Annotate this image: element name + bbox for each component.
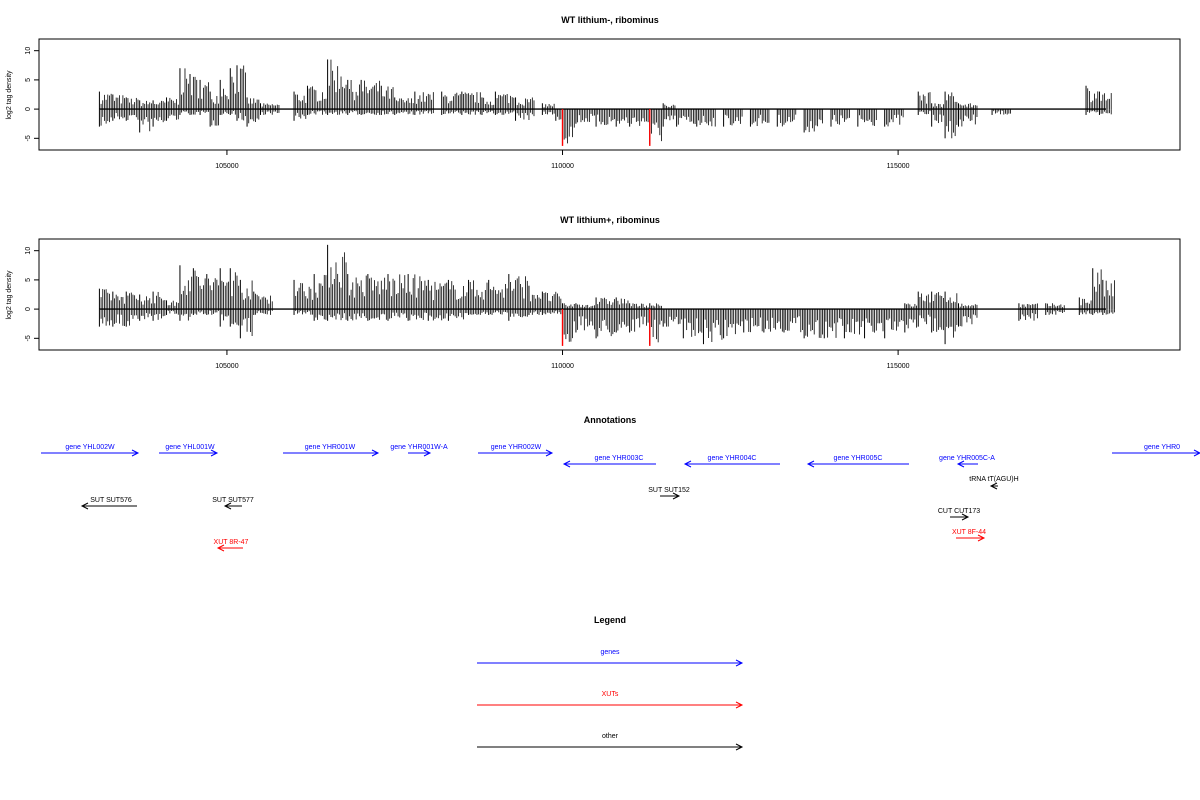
track-panel-lithium-minus: WT lithium-, ribominus log2 tag density … [6, 15, 1181, 170]
feature-label: gene YHR002W [491, 444, 542, 451]
feature-label: XUT 8F-44 [952, 529, 986, 536]
feature-label: gene YHR005C-A [939, 455, 995, 462]
annotation-feature: gene YHR004C [683, 455, 780, 468]
legend-label: genes [600, 649, 620, 656]
feature-label: XUT 8R-47 [214, 539, 249, 546]
feature-label: gene YHR001W [305, 444, 356, 451]
y-tick-label: 10 [25, 247, 32, 255]
annotation-feature: tRNA tT(AGU)H [969, 476, 1019, 490]
annotation-feature: gene YHR0 [1112, 444, 1200, 457]
legend-entry: XUTs [477, 691, 744, 709]
arrow-head-icon [216, 544, 225, 552]
arrow-head-icon [210, 449, 219, 457]
legend-title: Legend [594, 615, 626, 625]
y-tick-label: 5 [25, 278, 32, 282]
arrow-head-icon [977, 534, 986, 542]
feature-label: gene YHR003C [595, 455, 644, 462]
arrow-head-icon [735, 701, 744, 709]
y-axis-label: log2 tag density [6, 70, 13, 120]
y-tick-label: -5 [25, 135, 32, 141]
arrow-head-icon [1193, 449, 1200, 457]
arrow-head-icon [961, 513, 970, 521]
y-tick-label: -5 [25, 335, 32, 341]
annotation-feature: gene YHR002W [478, 444, 554, 457]
y-tick-label: 10 [25, 47, 32, 55]
annotation-feature: gene YHR001W-A [390, 444, 448, 457]
annotation-feature: SUT SUT152 [648, 487, 690, 500]
panel-title: WT lithium-, ribominus [561, 15, 659, 25]
feature-label: SUT SUT577 [212, 497, 254, 504]
panel-title: WT lithium+, ribominus [560, 215, 660, 225]
annotation-feature: gene YHR001W [283, 444, 380, 457]
annotation-feature: gene YHL001W [159, 444, 219, 457]
x-tick-label: 115000 [887, 363, 910, 370]
arrow-head-icon [223, 502, 232, 510]
arrow-head-icon [735, 659, 744, 667]
y-tick-label: 0 [25, 107, 32, 111]
feature-label: SUT SUT152 [648, 487, 690, 494]
plot-frame [38, 238, 1181, 351]
y-axis-label: log2 tag density [6, 270, 13, 320]
annotation-feature: XUT 8R-47 [214, 539, 249, 552]
arrow-head-icon [735, 743, 744, 751]
x-tick-label: 115000 [887, 163, 910, 170]
feature-label: gene YHR0 [1144, 444, 1180, 451]
feature-label: gene YHR004C [708, 455, 757, 462]
feature-label: CUT CUT173 [938, 508, 980, 515]
annotation-feature: SUT SUT577 [212, 497, 254, 510]
arrow-head-icon [545, 449, 554, 457]
annotation-feature: SUT SUT576 [80, 497, 137, 510]
arrow-head-icon [672, 492, 681, 500]
legend-entry: genes [477, 649, 744, 667]
feature-label: SUT SUT576 [90, 497, 132, 504]
arrow-head-icon [80, 502, 89, 510]
annotation-feature: gene YHL002W [41, 444, 140, 457]
feature-label: tRNA tT(AGU)H [969, 476, 1018, 483]
legend-label: XUTs [602, 691, 619, 698]
x-tick-label: 105000 [215, 363, 238, 370]
legend-entry: other [477, 733, 744, 751]
track-panel-lithium-plus: WT lithium+, ribominus log2 tag density … [6, 215, 1181, 370]
x-tick-label: 105000 [215, 163, 238, 170]
y-tick-label: 5 [25, 78, 32, 82]
annotations-panel: Annotations gene YHL002W gene YHL001W gene… [41, 415, 1200, 552]
annotation-feature: gene YHR005C-A [939, 455, 995, 468]
legend-panel: Legend genes XUTs other [477, 615, 744, 751]
arrow-head-icon [423, 449, 432, 457]
feature-label: gene YHL001W [165, 444, 215, 451]
feature-label: gene YHR005C [834, 455, 883, 462]
arrow-head-icon [683, 460, 692, 468]
y-tick-label: 0 [25, 307, 32, 311]
feature-label: gene YHL002W [65, 444, 115, 451]
arrow-head-icon [131, 449, 140, 457]
feature-label: gene YHR001W-A [390, 444, 448, 451]
arrow-head-icon [989, 482, 998, 490]
annotation-feature: CUT CUT173 [938, 508, 980, 521]
annotation-feature: XUT 8F-44 [952, 529, 986, 542]
arrow-head-icon [371, 449, 380, 457]
legend-label: other [602, 733, 619, 740]
annotation-feature: gene YHR005C [806, 455, 909, 468]
annotation-feature: gene YHR003C [562, 455, 656, 468]
arrow-head-icon [806, 460, 815, 468]
arrow-head-icon [956, 460, 965, 468]
annotations-title: Annotations [584, 415, 637, 425]
x-tick-label: 110000 [551, 163, 574, 170]
x-tick-label: 110000 [551, 363, 574, 370]
plot-frame [38, 38, 1181, 151]
arrow-head-icon [562, 460, 571, 468]
